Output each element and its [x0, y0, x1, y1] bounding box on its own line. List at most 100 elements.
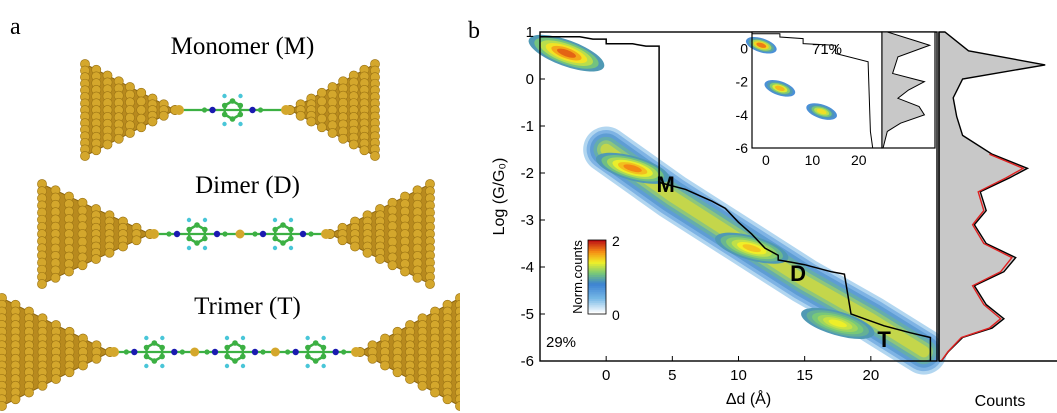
- carbon-atom: [320, 344, 327, 351]
- nitrogen-atom: [251, 348, 259, 356]
- gold-atom: [125, 128, 135, 138]
- gold-atom: [118, 241, 128, 252]
- gold-atom: [147, 116, 158, 127]
- carbon-atom: [229, 116, 236, 122]
- hydrogen-atom: [224, 335, 230, 341]
- colorbar-segment: [588, 241, 606, 245]
- phenyl-ring: [186, 217, 208, 251]
- carbon-atom: [341, 349, 347, 355]
- inset-y-tick-label: 0: [740, 41, 748, 57]
- carbon-atom: [312, 358, 319, 364]
- gold-atom: [80, 151, 90, 161]
- colorbar-segment: [588, 254, 606, 258]
- y-tick-label: 1: [526, 24, 534, 41]
- gold-adatom: [109, 347, 119, 357]
- phenyl-ring: [224, 335, 246, 369]
- carbon-atom: [305, 344, 311, 351]
- carbon-atom: [123, 349, 129, 355]
- y-tick-label: -3: [521, 212, 534, 229]
- gold-atom: [412, 272, 423, 283]
- peak-annotation: T: [877, 327, 891, 352]
- colorbar-segment: [588, 260, 606, 263]
- gold-atom: [113, 133, 124, 144]
- carbon-atom: [320, 353, 327, 360]
- inset-hist-area: [881, 31, 932, 149]
- trimer-label: Trimer (T): [194, 293, 301, 320]
- gold-atom: [158, 110, 169, 121]
- y-axis-label: Log (G/G₀): [491, 158, 508, 236]
- colorbar-segment: [588, 256, 606, 259]
- gold-atom: [375, 254, 385, 264]
- gold-atom: [24, 387, 34, 398]
- counts-histogram: Counts: [938, 31, 1057, 410]
- gold-atom: [400, 266, 410, 277]
- carbon-atom: [194, 222, 200, 228]
- density-cluster: [528, 34, 605, 72]
- x-tick-label: 0: [602, 367, 610, 384]
- gold-adatom: [321, 229, 331, 239]
- y-tick-label: -2: [521, 165, 534, 182]
- cluster-layer: [742, 244, 761, 253]
- nitrogen-atom: [209, 106, 216, 114]
- hydrogen-atom: [272, 217, 278, 223]
- inset-x-tick-label: 20: [851, 152, 867, 168]
- gold-atom: [338, 133, 349, 144]
- carbon-atom: [159, 353, 165, 360]
- x-axis-label: Δd (Å): [726, 389, 771, 408]
- x-tick-label: 15: [796, 367, 813, 384]
- gold-linker-atom: [270, 347, 280, 357]
- y-tick-label: -6: [521, 353, 534, 370]
- gold-adatom: [174, 105, 184, 115]
- carbon-atom: [232, 340, 238, 346]
- hydrogen-atom: [240, 363, 246, 369]
- phenyl-ring: [143, 335, 165, 369]
- gold-atom: [350, 241, 360, 252]
- carbon-atom: [308, 231, 314, 237]
- colorbar-segment: [588, 240, 606, 243]
- gold-linker-atom: [190, 347, 200, 357]
- nitrogen-atom: [171, 348, 178, 356]
- hydrogen-atom: [321, 335, 326, 341]
- gold-linker-atom: [235, 229, 245, 239]
- hydrogen-atom: [160, 363, 165, 369]
- gold-atom: [425, 279, 435, 289]
- gold-atom: [442, 394, 453, 405]
- nitrogen-atom: [299, 230, 307, 238]
- carbon-atom: [272, 226, 279, 233]
- nitrogen-atom: [173, 230, 181, 238]
- gold-atom: [64, 367, 75, 378]
- gold-adatom: [351, 347, 361, 357]
- hydrogen-atom: [202, 245, 208, 251]
- colorbar-segment: [588, 302, 606, 306]
- hydrogen-atom: [272, 245, 278, 251]
- gold-atom: [64, 266, 74, 277]
- colorbar-segment: [588, 299, 606, 302]
- hydrogen-atom: [305, 363, 310, 369]
- carbon-atom: [224, 353, 231, 360]
- phenyl-ring: [305, 335, 327, 369]
- carbon-atom: [204, 349, 210, 355]
- gold-atom: [359, 145, 370, 156]
- y-tick-label: -5: [521, 306, 534, 323]
- hydrogen-atom: [238, 121, 243, 127]
- molecular-chain: [149, 217, 331, 251]
- phenyl-ring: [272, 217, 294, 251]
- molecular-chain: [109, 335, 361, 369]
- gaussian-fit: [940, 153, 1025, 362]
- colorbar-segment: [588, 262, 606, 265]
- inset-cluster-layer: [756, 42, 767, 48]
- hydrogen-atom: [186, 217, 192, 223]
- carbon-atom: [151, 358, 158, 364]
- hydrogen-atom: [160, 335, 165, 341]
- carbon-atom: [224, 344, 231, 351]
- colorbar-segment: [588, 249, 606, 252]
- gold-atom: [392, 367, 403, 378]
- carbon-atom: [280, 240, 286, 246]
- gold-atom: [362, 247, 373, 258]
- inset-y-tick-label: -6: [736, 140, 749, 156]
- gold-atom: [131, 235, 142, 246]
- dimer-label: Dimer (D): [195, 172, 300, 199]
- colorbar-segment: [588, 245, 606, 248]
- gold-atom: [367, 353, 378, 364]
- colorbar-segment: [588, 308, 606, 311]
